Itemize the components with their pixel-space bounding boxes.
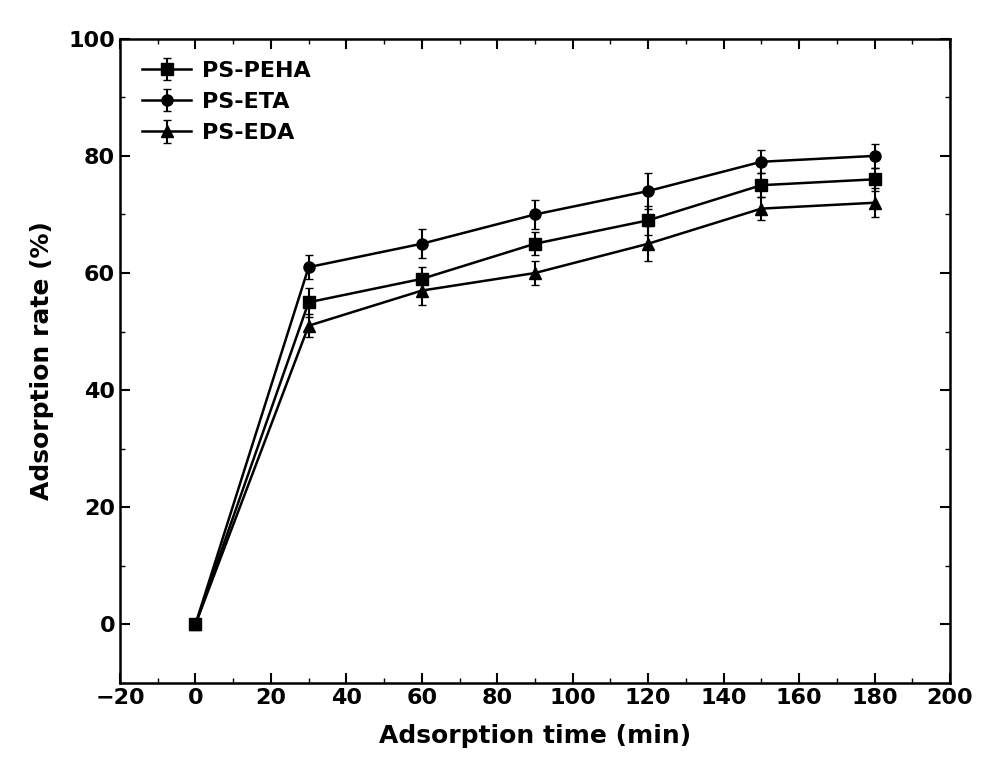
X-axis label: Adsorption time (min): Adsorption time (min) — [379, 725, 691, 748]
Y-axis label: Adsorption rate (%): Adsorption rate (%) — [30, 221, 55, 501]
Legend: PS-PEHA, PS-ETA, PS-EDA: PS-PEHA, PS-ETA, PS-EDA — [131, 50, 322, 154]
